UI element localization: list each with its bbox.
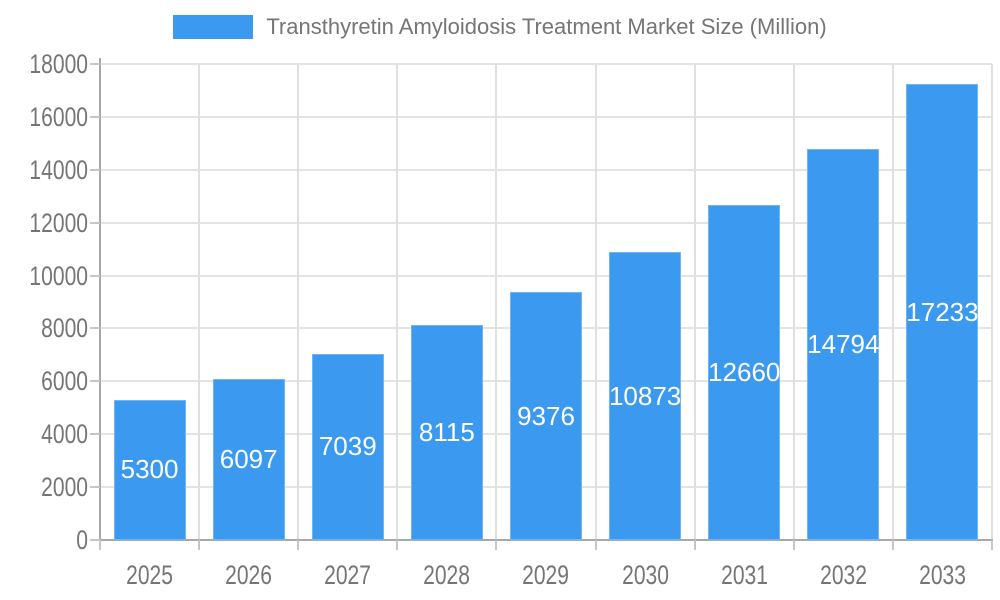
y-axis-tick xyxy=(90,168,100,171)
y-axis-tick xyxy=(90,221,100,224)
x-axis-tick xyxy=(891,540,894,550)
horizontal-gridline xyxy=(100,115,992,118)
bar-2027[interactable]: 7039 xyxy=(311,353,384,540)
bar-value-label: 8115 xyxy=(418,417,475,448)
vertical-gridline xyxy=(396,64,399,540)
y-axis-tick xyxy=(90,327,100,330)
y-axis-tick xyxy=(90,486,100,489)
y-axis-tick-label: 14000 xyxy=(29,154,88,185)
y-axis-tick-label: 6000 xyxy=(41,366,88,397)
x-axis-category-label: 2028 xyxy=(423,560,471,590)
x-axis-tick xyxy=(693,540,696,550)
y-axis-tick-label: 12000 xyxy=(29,207,88,238)
vertical-gridline xyxy=(594,64,597,540)
horizontal-gridline xyxy=(100,274,992,277)
bar-2033[interactable]: 17233 xyxy=(906,84,979,540)
x-axis-category-label: 2030 xyxy=(621,560,669,590)
bar-value-label: 9376 xyxy=(517,400,575,431)
y-axis-tick-label: 0 xyxy=(76,525,88,555)
y-axis-tick-label: 18000 xyxy=(29,49,88,79)
bar-2026[interactable]: 6097 xyxy=(212,378,285,540)
vertical-gridline xyxy=(693,64,696,540)
y-axis-tick-label: 8000 xyxy=(41,313,88,344)
bar-2029[interactable]: 9376 xyxy=(510,292,582,540)
x-axis-tick xyxy=(991,540,993,550)
vertical-gridline xyxy=(991,64,993,540)
bar-value-label: 10873 xyxy=(608,380,682,411)
y-axis-line xyxy=(99,58,101,540)
horizontal-gridline xyxy=(100,168,992,171)
x-axis-tick xyxy=(297,540,300,550)
x-axis-line xyxy=(99,539,993,541)
vertical-gridline xyxy=(297,64,300,540)
bar-2032[interactable]: 14794 xyxy=(807,148,880,540)
y-axis-tick xyxy=(90,433,100,436)
bar-2028[interactable]: 8115 xyxy=(410,325,483,540)
y-axis-tick-label: 4000 xyxy=(41,419,88,450)
vertical-gridline xyxy=(198,64,201,540)
vertical-gridline xyxy=(495,64,498,540)
x-axis-tick xyxy=(594,540,597,550)
legend-swatch xyxy=(173,15,254,39)
x-axis-category-label: 2032 xyxy=(819,560,867,590)
y-axis-tick-label: 10000 xyxy=(29,260,88,291)
bar-value-label: 17233 xyxy=(906,296,979,327)
x-axis-category-label: 2031 xyxy=(720,560,768,590)
x-axis-category-label: 2027 xyxy=(324,560,372,590)
x-axis-tick xyxy=(495,540,498,550)
bar-value-label: 14794 xyxy=(807,328,880,359)
y-axis-tick-label: 16000 xyxy=(29,101,88,132)
x-axis-category-label: 2033 xyxy=(918,560,966,590)
x-axis-tick xyxy=(99,540,101,550)
y-axis-tick xyxy=(90,274,100,277)
x-axis-category-label: 2025 xyxy=(126,560,173,590)
legend[interactable]: Transthyretin Amyloidosis Treatment Mark… xyxy=(0,14,1000,40)
bar-2025[interactable]: 5300 xyxy=(113,399,186,540)
horizontal-gridline xyxy=(100,63,992,65)
y-axis-tick xyxy=(90,115,100,118)
bar-2031[interactable]: 12660 xyxy=(708,205,780,540)
x-axis-tick xyxy=(396,540,399,550)
y-axis-tick-label: 2000 xyxy=(41,472,88,503)
bar-value-label: 7039 xyxy=(318,431,377,462)
vertical-gridline xyxy=(792,64,795,540)
x-axis-tick xyxy=(198,540,201,550)
bar-value-label: 5300 xyxy=(120,454,179,485)
horizontal-gridline xyxy=(100,221,992,224)
bar-value-label: 6097 xyxy=(219,443,278,474)
y-axis-tick xyxy=(90,539,100,541)
legend-label: Transthyretin Amyloidosis Treatment Mark… xyxy=(266,14,827,39)
bar-value-label: 12660 xyxy=(708,357,781,388)
x-axis-tick xyxy=(792,540,795,550)
y-axis-tick xyxy=(90,380,100,383)
bar-2030[interactable]: 10873 xyxy=(609,252,681,540)
vertical-gridline xyxy=(891,64,894,540)
x-axis-category-label: 2029 xyxy=(522,560,570,590)
y-axis-tick xyxy=(90,63,100,65)
x-axis-category-label: 2026 xyxy=(225,560,273,590)
